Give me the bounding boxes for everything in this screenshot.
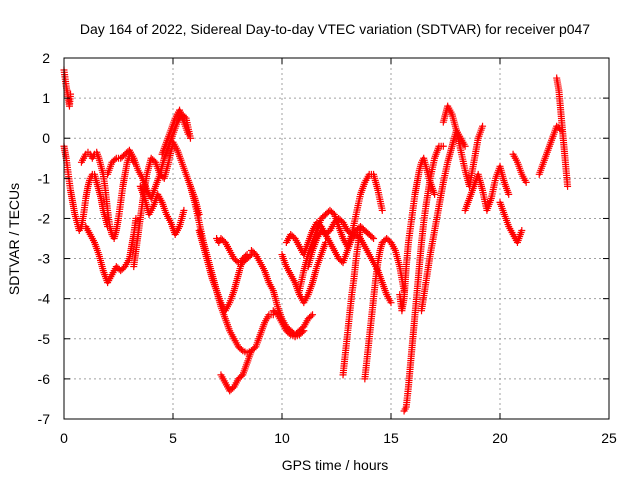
y-tick-label: -5 [38, 331, 51, 347]
data-point [505, 190, 513, 198]
data-point [186, 134, 194, 142]
y-tick-label: 0 [42, 130, 50, 146]
data-point [246, 252, 254, 260]
plot-frame [63, 57, 610, 420]
data-point [439, 142, 447, 150]
data-point [370, 235, 378, 242]
y-tick-label: -3 [38, 251, 51, 267]
data-point [387, 299, 395, 307]
data-point [67, 90, 75, 98]
y-tick-label: -6 [38, 371, 51, 387]
data-point [285, 329, 293, 337]
data-point [356, 226, 364, 234]
data-point [564, 182, 572, 190]
data-point [300, 327, 308, 335]
chart-title: Day 164 of 2022, Sidereal Day-to-day VTE… [80, 21, 590, 37]
x-tick-label: 15 [383, 430, 399, 446]
data-point [184, 130, 192, 138]
axis-ticks: 0 5 10 15 20 25 -7 -6 -5 -4 -3 -2 -1 0 1 2 [38, 50, 617, 446]
data-point [180, 206, 188, 214]
y-tick-label: -1 [38, 170, 51, 186]
data-point [378, 206, 386, 214]
data-point [309, 311, 317, 319]
data-point [247, 347, 255, 355]
data-point [132, 214, 140, 222]
data-point [233, 257, 241, 265]
data-point [298, 328, 306, 336]
y-tick-label: 2 [42, 50, 50, 66]
y-tick-label: -4 [38, 291, 51, 307]
data-points [60, 66, 572, 415]
grid-lines [64, 58, 609, 419]
x-tick-label: 20 [492, 430, 508, 446]
y-tick-label: -7 [38, 411, 51, 427]
data-point [307, 312, 315, 320]
data-point [518, 226, 526, 234]
data-point [431, 190, 439, 198]
data-point [522, 178, 530, 186]
data-point [111, 156, 119, 164]
x-tick-label: 0 [60, 430, 68, 446]
y-tick-label: -2 [38, 210, 51, 226]
y-axis-label: SDTVAR / TECUs [6, 183, 22, 295]
x-axis-label: GPS time / hours [282, 457, 389, 473]
data-point [479, 122, 487, 130]
y-tick-label: 1 [42, 90, 50, 106]
x-tick-label: 10 [274, 430, 290, 446]
x-tick-label: 25 [601, 430, 617, 446]
data-point [237, 345, 245, 353]
x-tick-label: 5 [169, 430, 177, 446]
data-point [368, 233, 376, 241]
